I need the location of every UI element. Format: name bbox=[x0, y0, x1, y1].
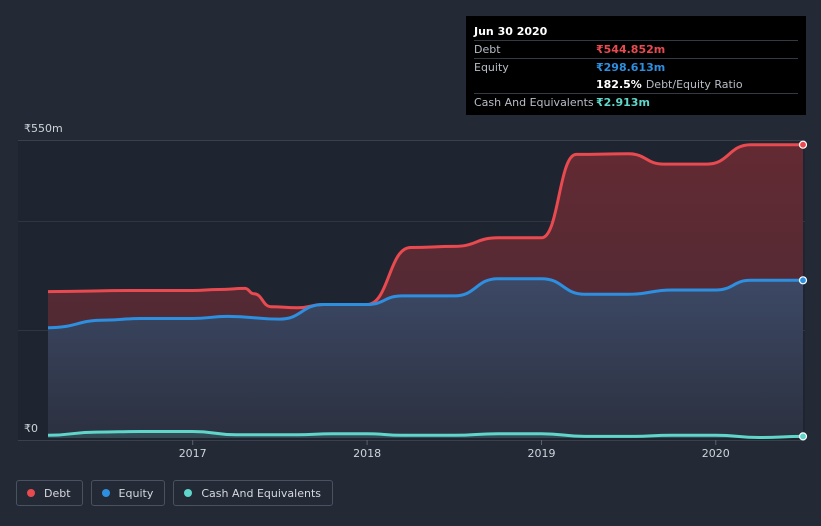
tooltip-row-equity: Equity ₹298.613m bbox=[474, 58, 798, 76]
x-tick-label-2020: 2020 bbox=[702, 447, 730, 460]
tooltip-date: Jun 30 2020 bbox=[474, 25, 548, 38]
tooltip-equity-value: ₹298.613m bbox=[596, 61, 666, 74]
equity-line bbox=[47, 277, 803, 330]
debt-end-point[interactable] bbox=[798, 140, 808, 149]
tooltip-debt-value: ₹544.852m bbox=[596, 43, 666, 56]
tooltip-ratio-label: Debt/Equity Ratio bbox=[645, 78, 743, 91]
tooltip-equity-label: Equity bbox=[474, 61, 509, 74]
cash-and-equivalents-end-point[interactable] bbox=[798, 432, 808, 441]
tooltip-row-debt: Debt ₹544.852m bbox=[474, 40, 798, 58]
x-axis-ticks: 2017 2018 2019 2020 bbox=[179, 440, 730, 460]
x-tick-label-2019: 2019 bbox=[528, 447, 556, 460]
tooltip-cash-label: Cash And Equivalents bbox=[474, 96, 594, 109]
tooltip-ratio-value: 182.5% bbox=[596, 78, 642, 91]
tooltip-row-ratio: 182.5% Debt/Equity Ratio bbox=[474, 76, 798, 93]
tooltip-row-cash: Cash And Equivalents ₹2.913m bbox=[474, 93, 798, 111]
y-axis-top-label: ₹550m bbox=[24, 122, 63, 135]
x-tick-label-2017: 2017 bbox=[179, 447, 207, 460]
legend-item-equity[interactable]: Equity bbox=[90, 480, 166, 506]
series-layer bbox=[47, 140, 808, 441]
legend-item-cash[interactable]: Cash And Equivalents bbox=[173, 480, 333, 506]
cash-and-equivalents-line bbox=[47, 430, 804, 439]
debt-line bbox=[47, 143, 803, 310]
tooltip: Jun 30 2020 Debt ₹544.852m Equity ₹298.6… bbox=[466, 16, 806, 115]
legend-item-debt[interactable]: Debt bbox=[16, 480, 83, 506]
cash-dot-icon bbox=[184, 489, 193, 497]
equity-area bbox=[48, 278, 803, 438]
legend: Debt Equity Cash And Equivalents bbox=[16, 480, 333, 508]
debt-dot-icon bbox=[27, 489, 35, 497]
legend-label-cash: Cash And Equivalents bbox=[201, 486, 321, 500]
tooltip-cash-value: ₹2.913m bbox=[596, 96, 650, 109]
y-axis-bottom-label: ₹0 bbox=[24, 422, 38, 435]
equity-dot-icon bbox=[101, 489, 110, 497]
equity-end-point[interactable] bbox=[798, 276, 808, 285]
tooltip-debt-label: Debt bbox=[474, 43, 501, 56]
cash-and-equivalents-area bbox=[48, 431, 803, 438]
legend-label-equity: Equity bbox=[118, 486, 154, 500]
x-tick-label-2018: 2018 bbox=[353, 447, 381, 460]
legend-label-debt: Debt bbox=[44, 486, 71, 500]
